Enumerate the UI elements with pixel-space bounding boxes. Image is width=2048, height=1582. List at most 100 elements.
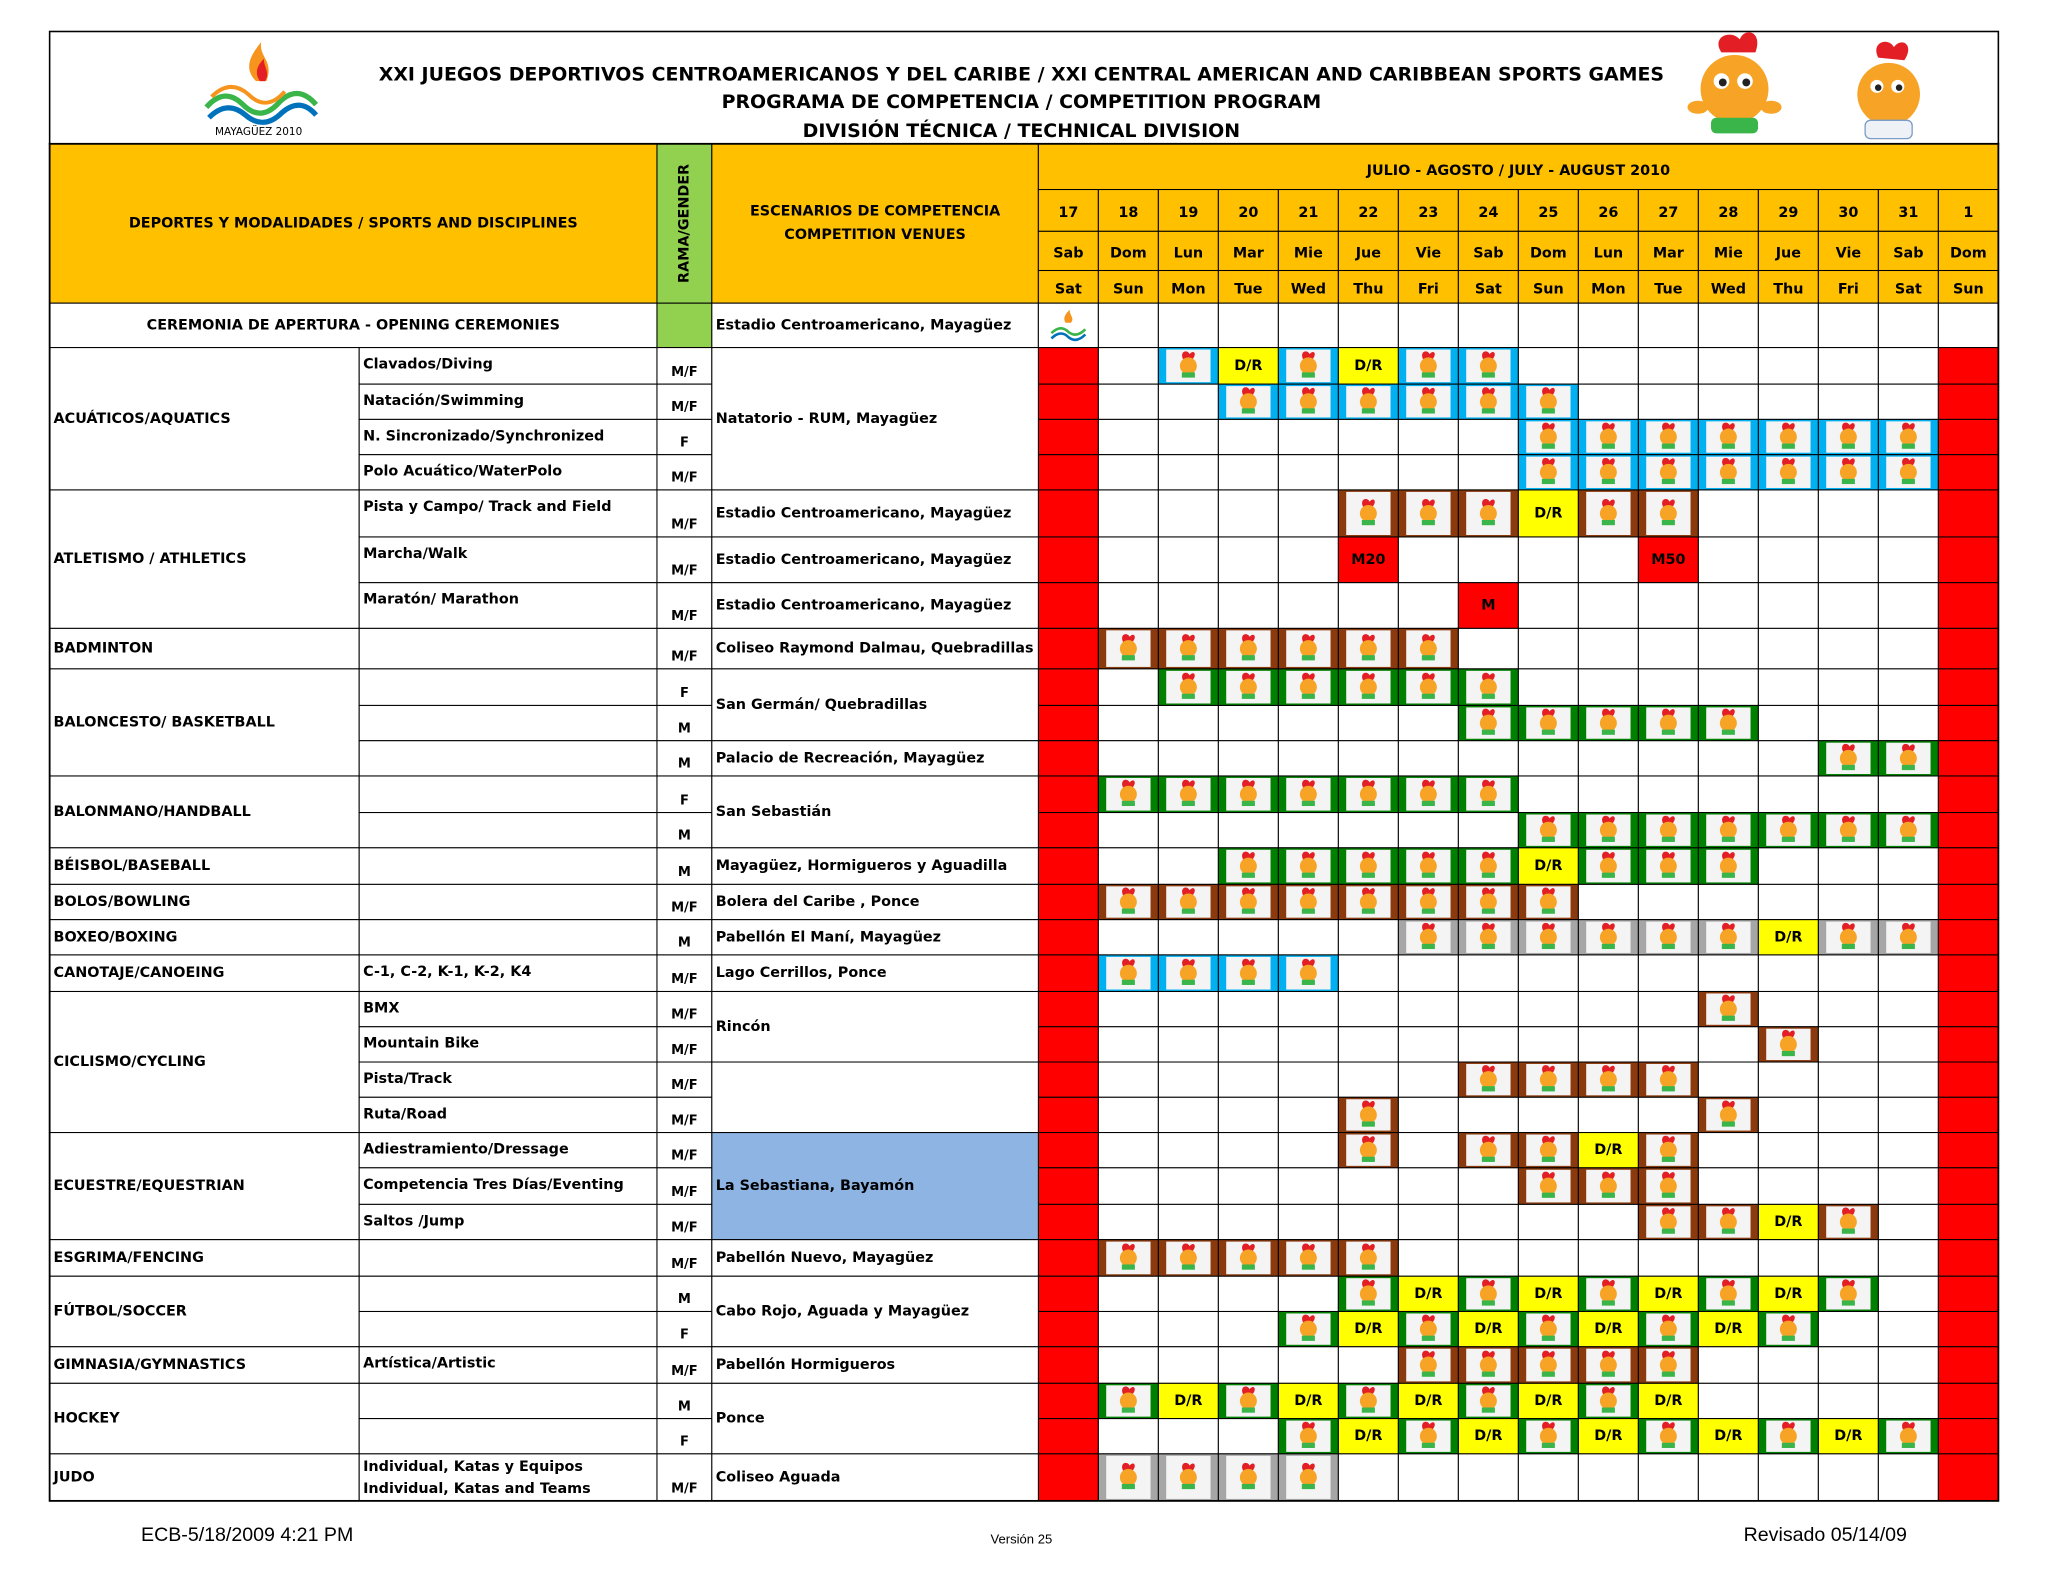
gender-cell — [656, 919, 713, 956]
mascot-icon — [1346, 849, 1391, 883]
day-cell — [1577, 536, 1639, 584]
icon-body — [1661, 943, 1675, 950]
day-en: Sun — [1113, 281, 1144, 297]
day-cell — [1817, 1026, 1879, 1063]
sport-name: HOCKEY — [54, 1411, 121, 1427]
icon-body — [1121, 655, 1135, 661]
day-cell — [1397, 1026, 1459, 1063]
icon-head — [1359, 1285, 1377, 1303]
discipline-cell — [358, 1096, 658, 1134]
gender: M/F — [671, 518, 698, 533]
day-cell — [1157, 1132, 1219, 1169]
venue-cell — [711, 1132, 1039, 1241]
mascot-icon — [1646, 849, 1691, 883]
day-cell — [1817, 1061, 1879, 1098]
day-cell — [1517, 954, 1579, 993]
day-cell — [1697, 1167, 1759, 1205]
icon-head — [1359, 678, 1377, 696]
day-cell — [1697, 883, 1759, 921]
icon-flame — [1242, 851, 1255, 860]
icon-flame — [1182, 779, 1195, 788]
venue-cell — [711, 627, 1039, 670]
icon-flame — [1182, 634, 1195, 643]
icon-flame — [1602, 498, 1615, 507]
day-es: Mie — [1294, 246, 1323, 262]
venue-header-label: COMPETITION VENUES — [784, 227, 966, 243]
gender: F — [680, 1435, 689, 1450]
icon-head — [1119, 785, 1137, 803]
day-cell — [1397, 740, 1459, 777]
icon-flame — [1182, 351, 1195, 360]
day-cell — [1757, 883, 1819, 921]
icon-head — [1299, 678, 1317, 696]
day-cell — [1277, 704, 1339, 742]
venue-name: Pabellón Nuevo, Mayagüez — [716, 1250, 934, 1266]
sports-header-label: DEPORTES Y MODALIDADES / SPORTS AND DISC… — [129, 215, 578, 231]
mascot-icon — [1526, 1169, 1571, 1203]
day-cell — [1817, 1310, 1879, 1348]
day-en: Sun — [1953, 281, 1984, 297]
day-cell — [1217, 1096, 1279, 1134]
day-header-cell — [1757, 269, 1819, 304]
day-cell — [1577, 1132, 1639, 1169]
day-cell — [1877, 1239, 1939, 1277]
icon-body — [1121, 979, 1135, 985]
mascot-icon — [1586, 1348, 1631, 1382]
icon-flame — [1362, 1243, 1375, 1252]
mascot-icon — [1466, 1348, 1511, 1382]
icon-flame — [1482, 351, 1495, 360]
icon-body — [1301, 693, 1315, 699]
icon-head — [1539, 893, 1557, 911]
gender-cell — [656, 954, 713, 993]
day-cell — [1937, 704, 1999, 742]
icon-body — [1181, 655, 1195, 661]
day-cell — [1577, 954, 1639, 993]
day-es: Sab — [1473, 246, 1503, 262]
day-cell — [1157, 1275, 1219, 1313]
icon-flame — [1842, 743, 1855, 752]
period-label: JULIO - AGOSTO / JULY - AUGUST 2010 — [1366, 163, 1671, 179]
icon-flame — [1902, 743, 1915, 752]
sport-name: GIMNASIA/GYMNASTICS — [54, 1357, 247, 1373]
icon-body — [1661, 872, 1675, 878]
day-header-cell — [1817, 269, 1879, 304]
mascot-icon — [1106, 1385, 1151, 1417]
mascot-icon — [1886, 921, 1931, 953]
mascot-icon — [1106, 886, 1151, 918]
gender: M/F — [671, 650, 698, 665]
mascot-icon — [1166, 777, 1211, 811]
day-cell — [1577, 627, 1639, 670]
venue-name: Ponce — [716, 1411, 765, 1427]
day-cell — [1637, 668, 1699, 706]
icon-flame — [1902, 922, 1915, 931]
day-en: Fri — [1838, 281, 1859, 297]
icon-flame — [1122, 1243, 1135, 1252]
day-cell — [1757, 1453, 1819, 1502]
day-cell — [1697, 775, 1759, 814]
icon-flame — [1182, 1462, 1195, 1471]
day-cell — [1157, 454, 1219, 491]
icon-body — [1661, 836, 1675, 842]
venue-name: Estadio Centroamericano, Mayagüez — [716, 598, 1012, 614]
icon-head — [1299, 1468, 1317, 1486]
mascot-icon — [1706, 1206, 1751, 1238]
venue-name: Estadio Centroamericano, Mayagüez — [716, 317, 1012, 333]
day-dates: 27 — [1658, 205, 1678, 221]
day-header-cell — [1337, 269, 1399, 304]
day-header-cell — [1277, 269, 1339, 304]
day-dates: 23 — [1418, 205, 1438, 221]
icon-flame — [1242, 1243, 1255, 1252]
cell-label: D/R — [1714, 1428, 1742, 1444]
mascot-icon — [1406, 630, 1451, 667]
icon-body — [1481, 872, 1495, 878]
gender: F — [680, 1327, 689, 1342]
mascot-icon — [1526, 1063, 1571, 1096]
icon-body — [1661, 443, 1675, 449]
day-cell — [1397, 1382, 1459, 1420]
day-cell — [1157, 919, 1219, 956]
day-cell — [1037, 1096, 1099, 1134]
icon-head — [1659, 857, 1677, 875]
discipline-cell — [358, 627, 658, 670]
day-cell — [1877, 990, 1939, 1028]
discipline-cell — [358, 1061, 658, 1098]
